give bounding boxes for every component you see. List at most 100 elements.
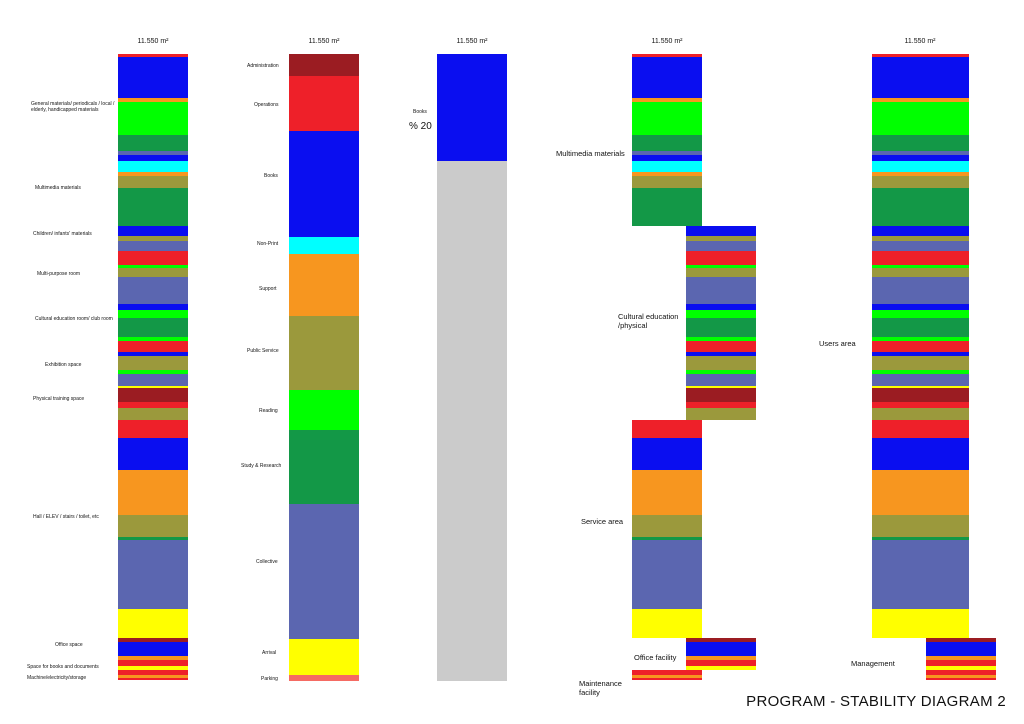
col4-multimedia-segment: [632, 161, 702, 172]
col2-segment: [289, 675, 359, 681]
col4-cultural-segment: [686, 356, 756, 370]
col4-cultural-segment: [686, 268, 756, 277]
label-administration: Administration: [247, 63, 279, 69]
col2-segment: [289, 254, 359, 316]
col1-segment: [118, 470, 188, 515]
col4-multimedia-segment: [632, 188, 702, 226]
col1-segment: [118, 337, 188, 341]
col5-users-segment: [872, 54, 969, 57]
col4-office-segment: [686, 656, 756, 660]
total-label-col2: 11.550 m²: [308, 38, 340, 45]
col1-segment: [118, 318, 188, 337]
col5-users-segment: [872, 515, 969, 537]
label-col4-service-area: Service area: [581, 517, 624, 526]
col5-users-segment: [872, 386, 969, 388]
col4-cultural-segment: [686, 226, 756, 236]
col1-segment: [118, 420, 188, 438]
col5-users-segment: [872, 98, 969, 102]
col5-users-segment: [872, 151, 969, 155]
col1-segment: [118, 609, 188, 638]
col5-users-segment: [872, 304, 969, 310]
col4-cultural-segment: [686, 408, 756, 420]
col4-maintenance-segment: [632, 670, 702, 675]
col1-segment: [118, 277, 188, 304]
col4-service-segment: [632, 420, 702, 438]
col5-management-segment: [926, 678, 996, 680]
total-label-col1: 11.550 m²: [137, 38, 169, 45]
col1-segment: [118, 666, 188, 670]
col5-users-segment: [872, 341, 969, 352]
col5-users-segment: [872, 188, 969, 226]
col1-segment: [118, 537, 188, 540]
label-col4-cultural-education: Cultural education /physical: [618, 312, 679, 330]
col5-users-segment: [872, 268, 969, 277]
col5-users-segment: [872, 537, 969, 540]
col1-segment: [118, 155, 188, 161]
page-title: PROGRAM - STABILITY DIAGRAM 2: [746, 693, 1006, 710]
col1-segment: [118, 388, 188, 402]
col4-cultural-segment: [686, 318, 756, 337]
col1-segment: [118, 678, 188, 680]
col5-users-segment: [872, 609, 969, 638]
col1-segment: [118, 151, 188, 155]
col1-segment: [118, 57, 188, 98]
label-multimedia-materials: Multimedia materials: [35, 185, 81, 191]
label-cultural-education-room: Cultural education room/ club room: [35, 316, 113, 322]
col4-cultural-segment: [686, 386, 756, 388]
col1-segment: [118, 386, 188, 388]
col5-users-segment: [872, 102, 969, 135]
col2-segment: [289, 639, 359, 675]
col1-segment: [118, 135, 188, 151]
col2-segment: [289, 76, 359, 131]
label-col5-management: Management: [851, 659, 895, 668]
col4-multimedia-segment: [632, 155, 702, 161]
label-space-for-books: Space for books and documents: [27, 664, 99, 670]
col1-segment: [118, 675, 188, 678]
col1-segment: [118, 188, 188, 226]
col5-users-segment: [872, 265, 969, 268]
col1-segment: [118, 251, 188, 265]
label-machine-storage: Machine/electricity/storage: [27, 675, 87, 681]
col1-segment: [118, 236, 188, 241]
label-books: Books: [264, 173, 278, 179]
col1-segment: [118, 304, 188, 310]
total-label-col3: 11.550 m²: [456, 38, 488, 45]
col5-management-segment: [926, 675, 996, 678]
col5-management-segment: [926, 642, 996, 656]
col4-multimedia-segment: [632, 98, 702, 102]
col1-segment: [118, 660, 188, 666]
col5-users-segment: [872, 352, 969, 356]
col1-segment: [118, 226, 188, 236]
col5-users-segment: [872, 277, 969, 304]
label-office-space: Office space: [55, 642, 83, 648]
col5-users-segment: [872, 161, 969, 172]
col4-multimedia-segment: [632, 172, 702, 176]
col1-segment: [118, 241, 188, 251]
col5-users-segment: [872, 470, 969, 515]
label-arrival: Arrival: [262, 650, 277, 656]
col5-users-segment: [872, 155, 969, 161]
col1-segment: [118, 341, 188, 352]
col4-office-segment: [686, 660, 756, 666]
col5-users-segment: [872, 135, 969, 151]
label-col4-multimedia: Multimedia materials: [556, 149, 625, 158]
col1-segment: [118, 515, 188, 537]
col4-cultural-segment: [686, 337, 756, 341]
col2-segment: [289, 390, 359, 430]
col1-segment: [118, 438, 188, 470]
col4-office-segment: [686, 638, 756, 642]
col5-management-segment: [926, 638, 996, 642]
col4-cultural-segment: [686, 310, 756, 318]
col2-segment: [289, 430, 359, 504]
col4-multimedia-segment: [632, 54, 702, 57]
col5-users-segment: [872, 236, 969, 241]
col5-users-segment: [872, 388, 969, 402]
col1-segment: [118, 642, 188, 656]
col4-service-segment: [632, 438, 702, 470]
col5-management-segment: [926, 656, 996, 660]
col5-management-segment: [926, 666, 996, 670]
col4-multimedia-segment: [632, 102, 702, 135]
label-public-service: Public Service: [247, 348, 279, 354]
col5-users-segment: [872, 310, 969, 318]
label-hall-elev: Hall / ELEV / stairs / toilet, etc: [33, 514, 99, 520]
